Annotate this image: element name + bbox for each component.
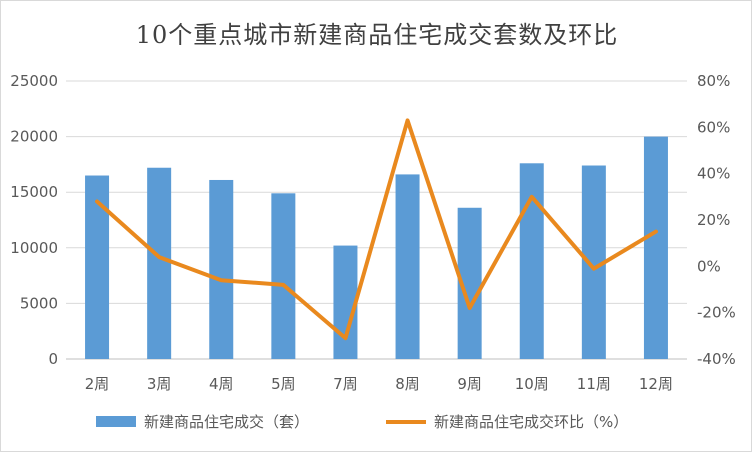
x-tick-label: 11周	[577, 375, 611, 393]
line-point	[219, 278, 223, 282]
legend-item-bar: 新建商品住宅成交（套）	[96, 411, 309, 432]
x-tick-label: 2周	[85, 375, 110, 393]
axes: 0 5000 10000 15000 20000 25000 -40% -20% 0% 20% 40…	[10, 72, 735, 393]
x-tick-label: 5周	[271, 375, 296, 393]
line-point	[95, 199, 99, 203]
y-left-tick-label: 5000	[20, 294, 58, 312]
y-left-tick-label: 20000	[10, 128, 58, 146]
line-point	[654, 230, 658, 234]
x-tick-label: 4周	[209, 375, 234, 393]
line-point	[406, 118, 410, 122]
legend-item-line: 新建商品住宅成交环比（%）	[386, 411, 628, 432]
bar	[395, 174, 420, 359]
y-right-tick-label: 60%	[697, 118, 730, 136]
line-point	[530, 195, 534, 199]
line-point	[592, 267, 596, 271]
x-tick-label: 10周	[515, 375, 549, 393]
y-right-tick-label: 80%	[697, 72, 730, 90]
x-tick-label: 3周	[147, 375, 172, 393]
y-right-tick-label: 20%	[697, 211, 730, 229]
line-series	[95, 118, 658, 341]
bar	[147, 167, 172, 359]
y-right-tick-label: 0%	[697, 257, 721, 275]
legend-label-line: 新建商品住宅成交环比（%）	[434, 413, 629, 431]
y-right-tick-label: -20%	[697, 304, 736, 322]
bar	[271, 193, 296, 359]
bar	[519, 163, 544, 359]
legend-label-bar: 新建商品住宅成交（套）	[144, 413, 310, 431]
y-left-tick-label: 15000	[10, 183, 58, 201]
line-point	[281, 283, 285, 287]
x-tick-label: 12周	[639, 375, 673, 393]
x-tick-label: 8周	[395, 375, 420, 393]
legend-swatch-bar	[96, 416, 136, 427]
line-point	[468, 306, 472, 310]
y-left-tick-label: 0	[48, 350, 58, 368]
x-tick-label: 7周	[333, 375, 358, 393]
chart-title: 10个重点城市新建商品住宅成交套数及环比	[135, 21, 619, 49]
x-tick-label: 9周	[457, 375, 482, 393]
line-point	[343, 336, 347, 340]
series-line	[95, 118, 658, 341]
bar	[643, 136, 668, 359]
y-left-tick-label: 25000	[10, 72, 58, 90]
y-left-tick-label: 10000	[10, 239, 58, 257]
y-right-tick-label: 40%	[697, 165, 730, 183]
bar	[209, 179, 234, 359]
line-point	[157, 255, 161, 259]
legend-swatch-line	[386, 419, 426, 424]
y-right-tick-label: -40%	[697, 350, 736, 368]
legend: 新建商品住宅成交（套） 新建商品住宅成交环比（%）	[1, 411, 751, 435]
